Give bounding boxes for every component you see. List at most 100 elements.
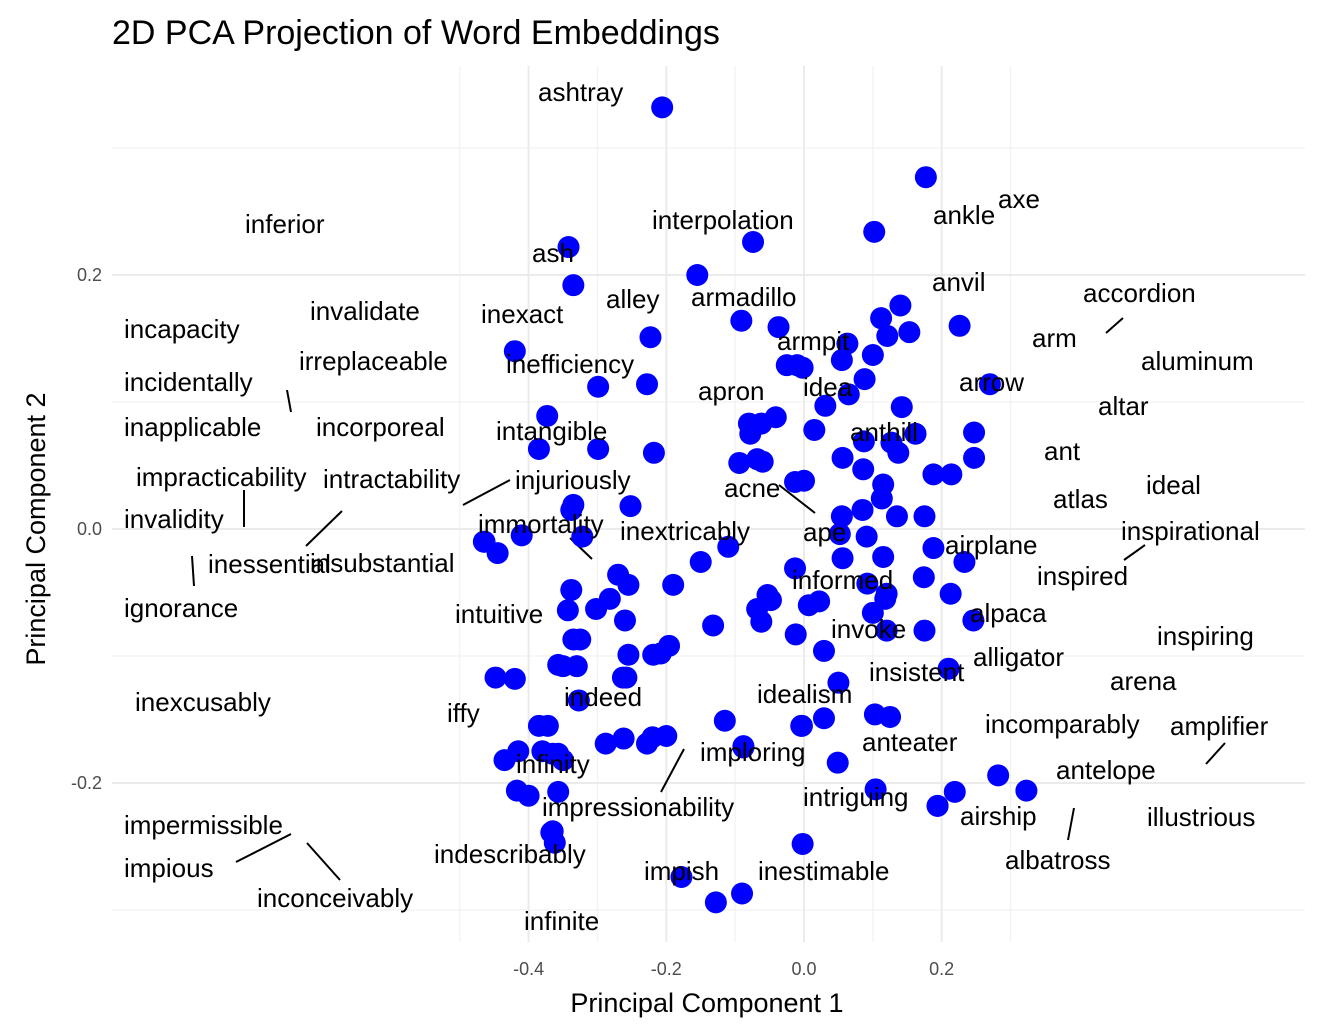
data-point (536, 404, 559, 427)
label-leader-line (1067, 807, 1075, 841)
data-point (864, 778, 887, 801)
data-point (636, 373, 659, 396)
data-point (731, 882, 754, 905)
point-label: ant (1044, 436, 1081, 466)
point-label: arena (1110, 666, 1177, 696)
data-point (978, 373, 1001, 396)
data-point (874, 587, 897, 610)
data-point (875, 619, 898, 642)
data-point (517, 784, 540, 807)
point-label: arrow (959, 367, 1024, 397)
point-label: immortality (478, 509, 604, 539)
data-point (963, 421, 986, 444)
point-label: inspirational (1121, 516, 1260, 546)
data-point (784, 623, 807, 646)
label-leader-line (305, 510, 343, 547)
point-label: indescribably (434, 839, 586, 869)
data-point (557, 236, 580, 259)
point-label: inextricably (620, 516, 750, 546)
label-leader-line (778, 484, 816, 514)
point-label: airplane (945, 530, 1038, 560)
data-point (836, 332, 859, 355)
data-point (510, 524, 533, 547)
point-label: informed (792, 565, 893, 595)
point-label: incapacity (124, 314, 240, 344)
data-point (812, 639, 835, 662)
data-point (790, 714, 813, 737)
point-label: invalidate (310, 296, 420, 326)
point-label: accordion (1083, 278, 1196, 308)
point-label: anvil (932, 267, 985, 297)
data-point (536, 714, 559, 737)
point-label: acne (724, 473, 780, 503)
data-point (527, 437, 550, 460)
axis-ticks: -0.4 -0.2 0.0 0.2 -0.2 0.0 0.2 (71, 265, 954, 979)
data-point (547, 742, 570, 765)
data-point (940, 463, 963, 486)
data-point (872, 545, 895, 568)
data-point (937, 657, 960, 680)
point-label: inexact (481, 299, 564, 329)
data-point (861, 344, 884, 367)
point-label: impious (124, 853, 214, 883)
data-point (870, 307, 893, 330)
data-point (793, 469, 815, 492)
data-point (863, 220, 886, 243)
point-label: albatross (1005, 845, 1111, 875)
label-leader-line (462, 479, 511, 506)
data-point (851, 498, 874, 521)
data-point (503, 340, 526, 363)
point-label: ideal (1146, 470, 1201, 500)
data-point (619, 495, 642, 518)
data-point (730, 309, 753, 332)
data-point (547, 780, 570, 803)
data-point (547, 653, 570, 676)
y-tick-label: 0.2 (77, 265, 102, 285)
data-point (613, 609, 636, 632)
data-point (814, 394, 837, 417)
point-label: insubstantial (310, 548, 455, 578)
data-point (826, 751, 849, 774)
point-label: anthill (850, 417, 918, 447)
data-point (704, 891, 727, 914)
point-label: anteater (862, 727, 958, 757)
point-label: aluminum (1141, 346, 1254, 376)
data-point (639, 326, 662, 349)
data-point (655, 725, 678, 748)
data-point (565, 655, 588, 678)
point-label: inapplicable (124, 412, 261, 442)
point-label: imploring (700, 737, 806, 767)
data-point (913, 505, 936, 528)
point-label: impermissible (124, 810, 283, 840)
point-label: intangible (496, 416, 607, 446)
data-point (856, 572, 879, 595)
data-point (728, 451, 751, 474)
data-point (808, 590, 831, 613)
point-label: invalidity (124, 504, 224, 534)
data-point (750, 610, 773, 633)
data-point (617, 573, 640, 596)
data-point (560, 578, 583, 601)
point-label: impish (644, 856, 719, 886)
data-point (543, 831, 566, 854)
data-point (852, 458, 875, 481)
point-label: ankle (933, 200, 995, 230)
point-label: invoke (831, 614, 906, 644)
data-point (926, 794, 949, 817)
point-label: illustrious (1147, 802, 1255, 832)
data-point (562, 274, 585, 297)
point-label: alpaca (970, 598, 1047, 628)
data-point (686, 264, 709, 286)
x-tick-label: 0.2 (929, 959, 954, 979)
data-point (876, 324, 899, 347)
data-point (651, 96, 674, 119)
data-point (963, 446, 986, 469)
label-leader-line (286, 389, 292, 413)
data-point (828, 523, 851, 546)
y-tick-label: 0.0 (77, 519, 102, 539)
point-label: airship (960, 801, 1037, 831)
point-label: axe (998, 184, 1040, 214)
data-point (587, 375, 610, 398)
point-label: impressionability (542, 792, 734, 822)
